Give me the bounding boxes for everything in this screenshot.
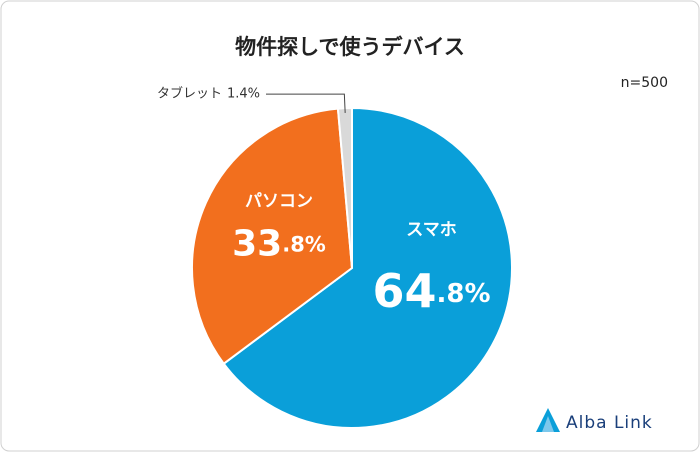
slice-label: パソコン [245,191,313,211]
leader-line [266,93,346,113]
slices [191,106,513,429]
slice-label: タブレット [157,86,222,102]
pie-slice [191,107,354,366]
annotation: n=500 [621,75,668,91]
value-label: 33.8% [232,223,326,264]
logo-icon [542,416,554,432]
value-label: 1.4% [227,87,260,102]
pie-slice [222,106,513,429]
slice-label: スマホ [406,220,457,240]
value-label: 64.8% [372,263,490,317]
chart-title: 物件探しで使うデバイス [235,35,465,59]
brand-logo: Alba Link [536,408,653,433]
brand: Alba Link [566,413,653,433]
